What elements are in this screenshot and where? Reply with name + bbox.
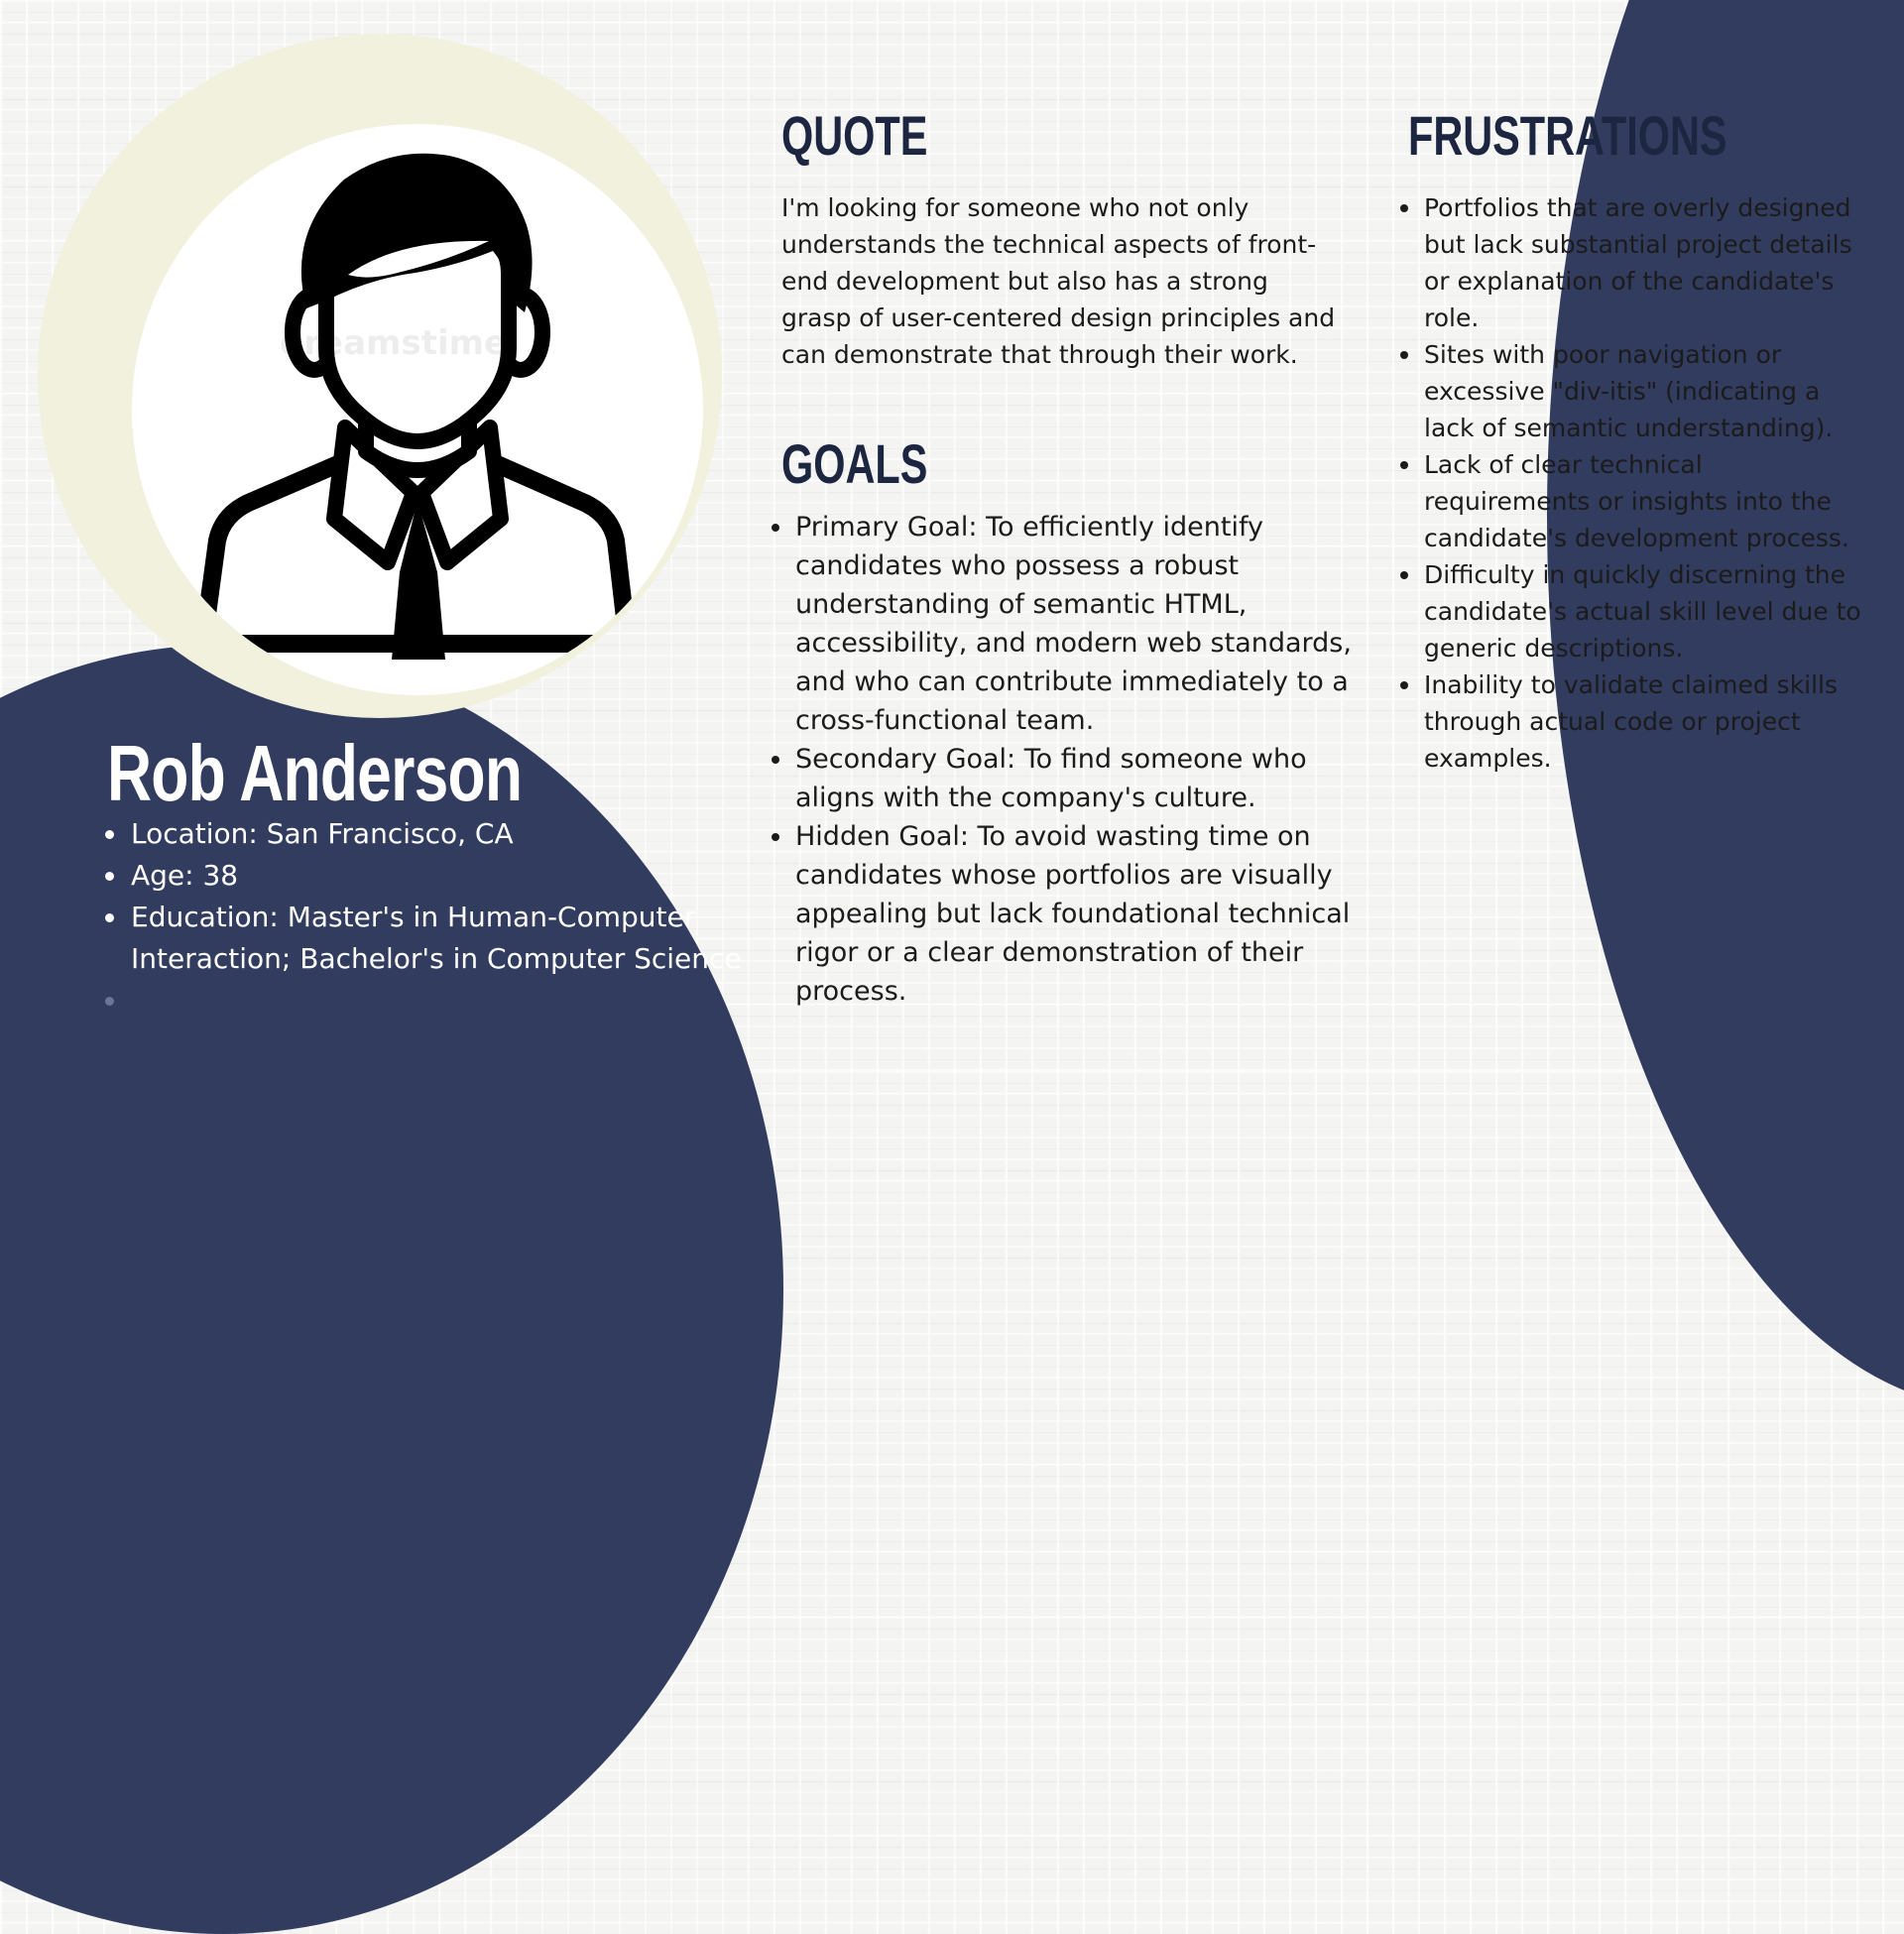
detail-age: Age: 38 — [103, 855, 748, 897]
goal-primary: Primary Goal: To efficiently identify ca… — [768, 508, 1372, 740]
watermark: dreamstime. — [280, 323, 520, 363]
quote-heading: QUOTE — [781, 104, 928, 167]
avatar-ring: dreamstime. — [38, 34, 722, 718]
persona-details-list: Location: San Francisco, CA Age: 38 Educ… — [103, 813, 748, 1022]
goals-heading: GOALS — [781, 432, 928, 495]
quote-text: I'm looking for someone who not only und… — [781, 193, 1336, 369]
goals-list: Primary Goal: To efficiently identify ca… — [768, 508, 1372, 1011]
goal-secondary: Secondary Goal: To find someone who alig… — [768, 740, 1372, 817]
frustration-item: Inability to validate claimed skills thr… — [1396, 666, 1872, 777]
avatar: dreamstime. — [132, 124, 703, 695]
frustration-item: Difficulty in quickly discerning the can… — [1396, 556, 1872, 666]
frustrations-heading: FRUSTRATIONS — [1408, 104, 1727, 167]
detail-location: Location: San Francisco, CA — [103, 813, 748, 855]
person-avatar-icon: dreamstime. — [194, 153, 637, 660]
detail-education: Education: Master's in Human-Computer In… — [103, 897, 748, 980]
frustration-item: Portfolios that are overly designed but … — [1396, 189, 1872, 336]
goal-hidden: Hidden Goal: To avoid wasting time on ca… — [768, 817, 1372, 1011]
detail-empty-bullet — [103, 980, 748, 1022]
frustration-item: Sites with poor navigation or excessive … — [1396, 336, 1872, 446]
persona-name: Rob Anderson — [107, 729, 523, 817]
frustrations-list: Portfolios that are overly designed but … — [1396, 189, 1872, 777]
frustration-item: Lack of clear technical requirements or … — [1396, 446, 1872, 556]
